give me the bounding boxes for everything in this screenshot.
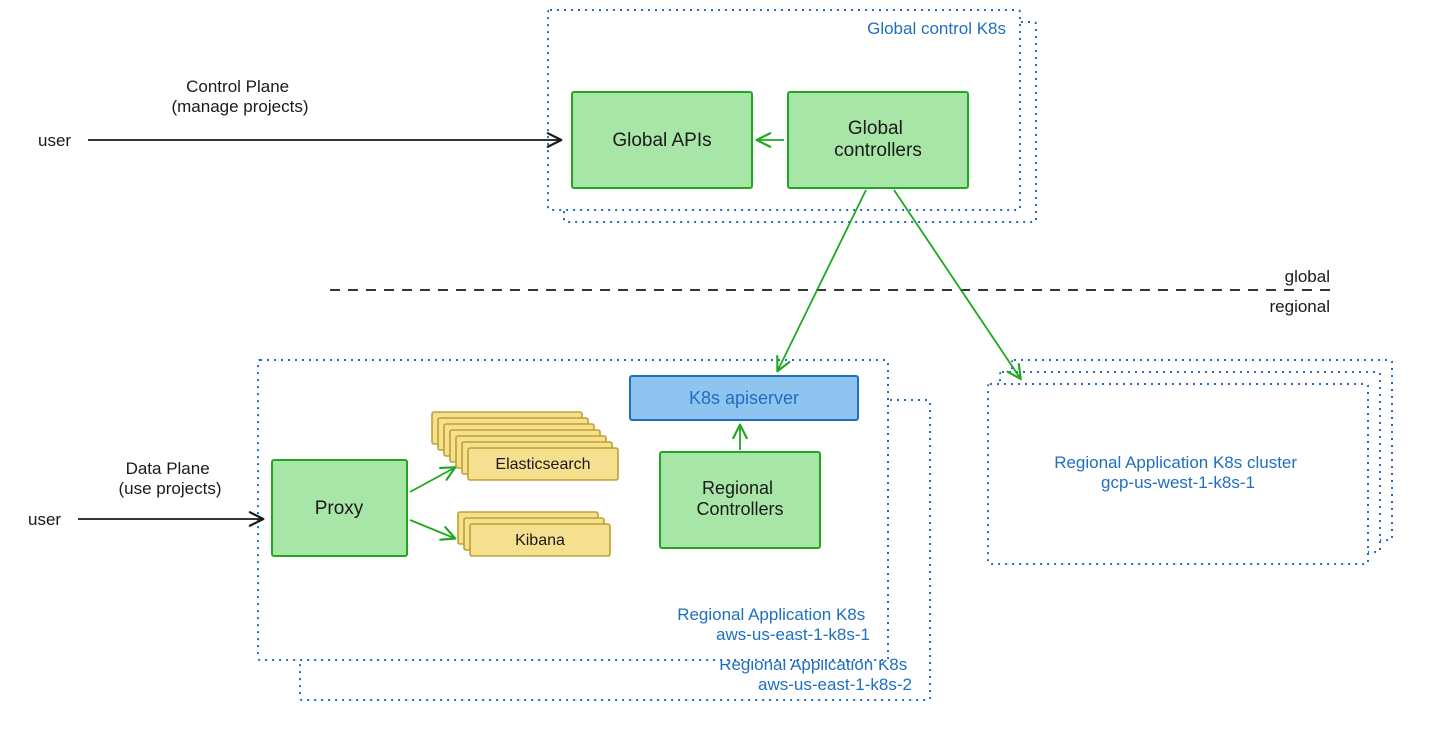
edge-global-apiserver: [778, 190, 866, 370]
k8s-apiserver-label: K8s apiserver: [689, 388, 799, 408]
global-apis-label: Global APIs: [612, 130, 711, 151]
user-label-top: user: [38, 131, 71, 150]
divider-top-label: global: [1285, 267, 1330, 286]
global-container-label: Global control K8s: [867, 19, 1006, 38]
proxy-label: Proxy: [315, 498, 364, 519]
user-label-bottom: user: [28, 510, 61, 529]
divider-bottom-label: regional: [1270, 297, 1331, 316]
data-plane-label: Data Plane (use projects): [119, 459, 222, 498]
regional-controllers-label: Regional Controllers: [696, 478, 783, 519]
control-plane-label: Control Plane (manage projects): [171, 77, 308, 116]
elasticsearch-label: Elasticsearch: [495, 456, 590, 473]
edge-global-gcp: [894, 190, 1020, 378]
architecture-diagram: Global control K8s Global APIs Global co…: [0, 0, 1440, 735]
kibana-label: Kibana: [515, 532, 565, 549]
